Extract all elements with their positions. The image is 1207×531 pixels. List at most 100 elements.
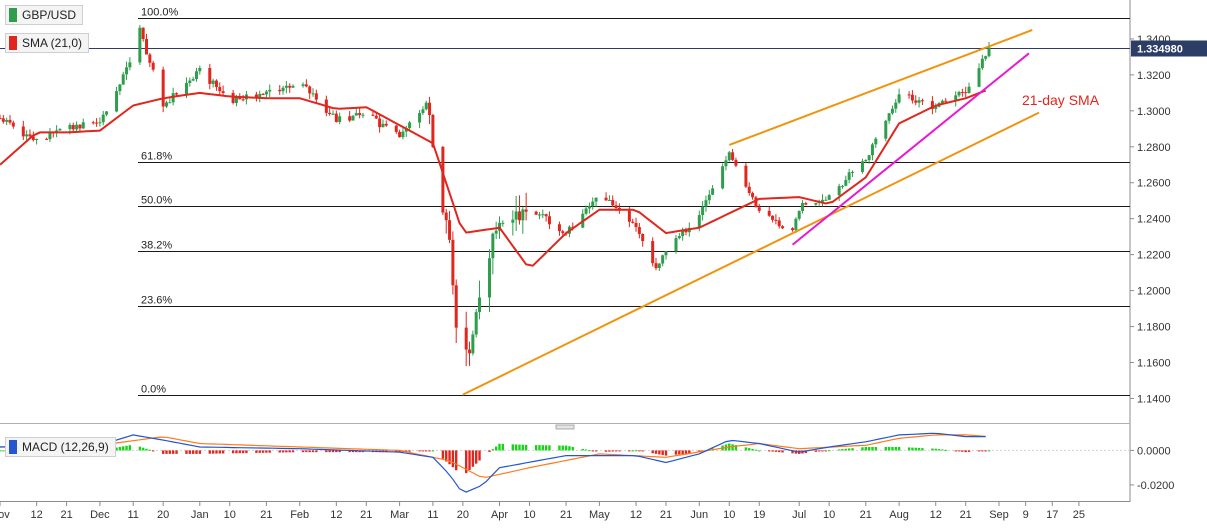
candle-down[interactable] bbox=[627, 210, 631, 222]
candle-up[interactable] bbox=[681, 230, 685, 237]
channel-bottom-trendline[interactable] bbox=[462, 111, 1040, 396]
candle-up[interactable] bbox=[168, 102, 172, 104]
candle-down[interactable] bbox=[1, 118, 5, 122]
candle-up[interactable] bbox=[864, 160, 868, 162]
candle-up[interactable] bbox=[35, 138, 39, 140]
candle-up[interactable] bbox=[697, 215, 701, 228]
candle-up[interactable] bbox=[408, 122, 412, 129]
candle-up[interactable] bbox=[351, 115, 355, 121]
candle-up[interactable] bbox=[474, 312, 478, 335]
candle-up[interactable] bbox=[81, 122, 85, 129]
candle-down[interactable] bbox=[914, 100, 918, 103]
candle-down[interactable] bbox=[964, 92, 968, 94]
candle-up[interactable] bbox=[591, 201, 595, 207]
candle-up[interactable] bbox=[664, 251, 668, 256]
candle-up[interactable] bbox=[797, 210, 801, 219]
candle-up[interactable] bbox=[584, 208, 588, 214]
candle-up[interactable] bbox=[165, 102, 168, 107]
candle-up[interactable] bbox=[837, 186, 841, 196]
candle-up[interactable] bbox=[105, 111, 109, 115]
candle-down[interactable] bbox=[448, 220, 452, 240]
candle-up[interactable] bbox=[338, 116, 342, 123]
candle-up[interactable] bbox=[874, 138, 878, 145]
candle-up[interactable] bbox=[987, 47, 991, 57]
candle-down[interactable] bbox=[468, 349, 472, 354]
candle-up[interactable] bbox=[198, 68, 202, 72]
candle-down[interactable] bbox=[45, 138, 49, 140]
candle-down[interactable] bbox=[634, 222, 638, 228]
candle-up[interactable] bbox=[264, 91, 268, 95]
candle-down[interactable] bbox=[631, 221, 635, 223]
candle-down[interactable] bbox=[91, 122, 95, 124]
candle-up[interactable] bbox=[860, 161, 864, 172]
candle-down[interactable] bbox=[334, 113, 338, 123]
candle-up[interactable] bbox=[587, 206, 591, 209]
candle-down[interactable] bbox=[910, 94, 914, 101]
candle-down[interactable] bbox=[141, 27, 145, 40]
candle-up[interactable] bbox=[844, 179, 848, 186]
candle-up[interactable] bbox=[98, 122, 102, 124]
candle-down[interactable] bbox=[358, 113, 362, 116]
candle-down[interactable] bbox=[308, 86, 312, 94]
candle-down[interactable] bbox=[304, 84, 308, 87]
macd-signal-line[interactable] bbox=[0, 434, 986, 478]
candle-up[interactable] bbox=[674, 238, 678, 252]
candle-down[interactable] bbox=[174, 93, 178, 95]
candle-up[interactable] bbox=[138, 27, 142, 63]
candle-down[interactable] bbox=[241, 99, 245, 101]
candle-down[interactable] bbox=[747, 186, 751, 194]
candle-down[interactable] bbox=[684, 230, 688, 233]
candle-down[interactable] bbox=[454, 285, 458, 328]
candle-down[interactable] bbox=[378, 118, 382, 128]
candle-up[interactable] bbox=[661, 255, 665, 264]
candle-down[interactable] bbox=[604, 197, 608, 201]
candle-up[interactable] bbox=[478, 297, 482, 313]
candle-up[interactable] bbox=[894, 102, 898, 109]
candle-up[interactable] bbox=[291, 85, 295, 88]
candle-down[interactable] bbox=[754, 197, 758, 208]
candle-down[interactable] bbox=[21, 126, 25, 137]
candle-up[interactable] bbox=[801, 203, 805, 211]
candle-up[interactable] bbox=[48, 132, 52, 140]
candle-up[interactable] bbox=[381, 123, 385, 128]
candle-down[interactable] bbox=[651, 241, 655, 264]
candle-down[interactable] bbox=[374, 115, 378, 119]
candle-down[interactable] bbox=[428, 102, 432, 116]
candle-up[interactable] bbox=[258, 93, 262, 98]
candle-down[interactable] bbox=[214, 80, 218, 88]
candle-down[interactable] bbox=[544, 214, 548, 217]
candle-up[interactable] bbox=[537, 214, 541, 216]
candle-down[interactable] bbox=[960, 91, 964, 93]
candle-down[interactable] bbox=[637, 227, 641, 234]
candle-up[interactable] bbox=[101, 114, 105, 123]
candle-up[interactable] bbox=[194, 71, 198, 80]
candle-up[interactable] bbox=[494, 230, 498, 234]
candle-down[interactable] bbox=[781, 226, 785, 229]
candle-down[interactable] bbox=[907, 94, 911, 96]
candle-down[interactable] bbox=[398, 131, 402, 138]
candle-up[interactable] bbox=[607, 199, 611, 201]
channel-top-trendline[interactable] bbox=[728, 29, 1033, 146]
candle-down[interactable] bbox=[348, 116, 352, 121]
candle-down[interactable] bbox=[31, 136, 35, 140]
candle-down[interactable] bbox=[384, 123, 388, 126]
candle-up[interactable] bbox=[707, 194, 711, 201]
candle-up[interactable] bbox=[311, 93, 315, 95]
candle-up[interactable] bbox=[887, 113, 891, 121]
candle-up[interactable] bbox=[281, 87, 285, 92]
candle-up[interactable] bbox=[501, 222, 505, 224]
candle-up[interactable] bbox=[488, 258, 492, 298]
candle-down[interactable] bbox=[238, 97, 242, 100]
candle-up[interactable] bbox=[724, 160, 728, 167]
candle-up[interactable] bbox=[354, 113, 358, 116]
candle-up[interactable] bbox=[361, 114, 365, 116]
candle-down[interactable] bbox=[11, 122, 15, 127]
candle-down[interactable] bbox=[208, 68, 212, 84]
candle-down[interactable] bbox=[371, 114, 375, 116]
sma-21-line[interactable] bbox=[0, 89, 987, 267]
candle-up[interactable] bbox=[301, 84, 305, 86]
candle-up[interactable] bbox=[867, 155, 871, 161]
macd-legend[interactable]: MACD (12,26,9) bbox=[5, 437, 116, 457]
candle-up[interactable] bbox=[118, 84, 122, 92]
